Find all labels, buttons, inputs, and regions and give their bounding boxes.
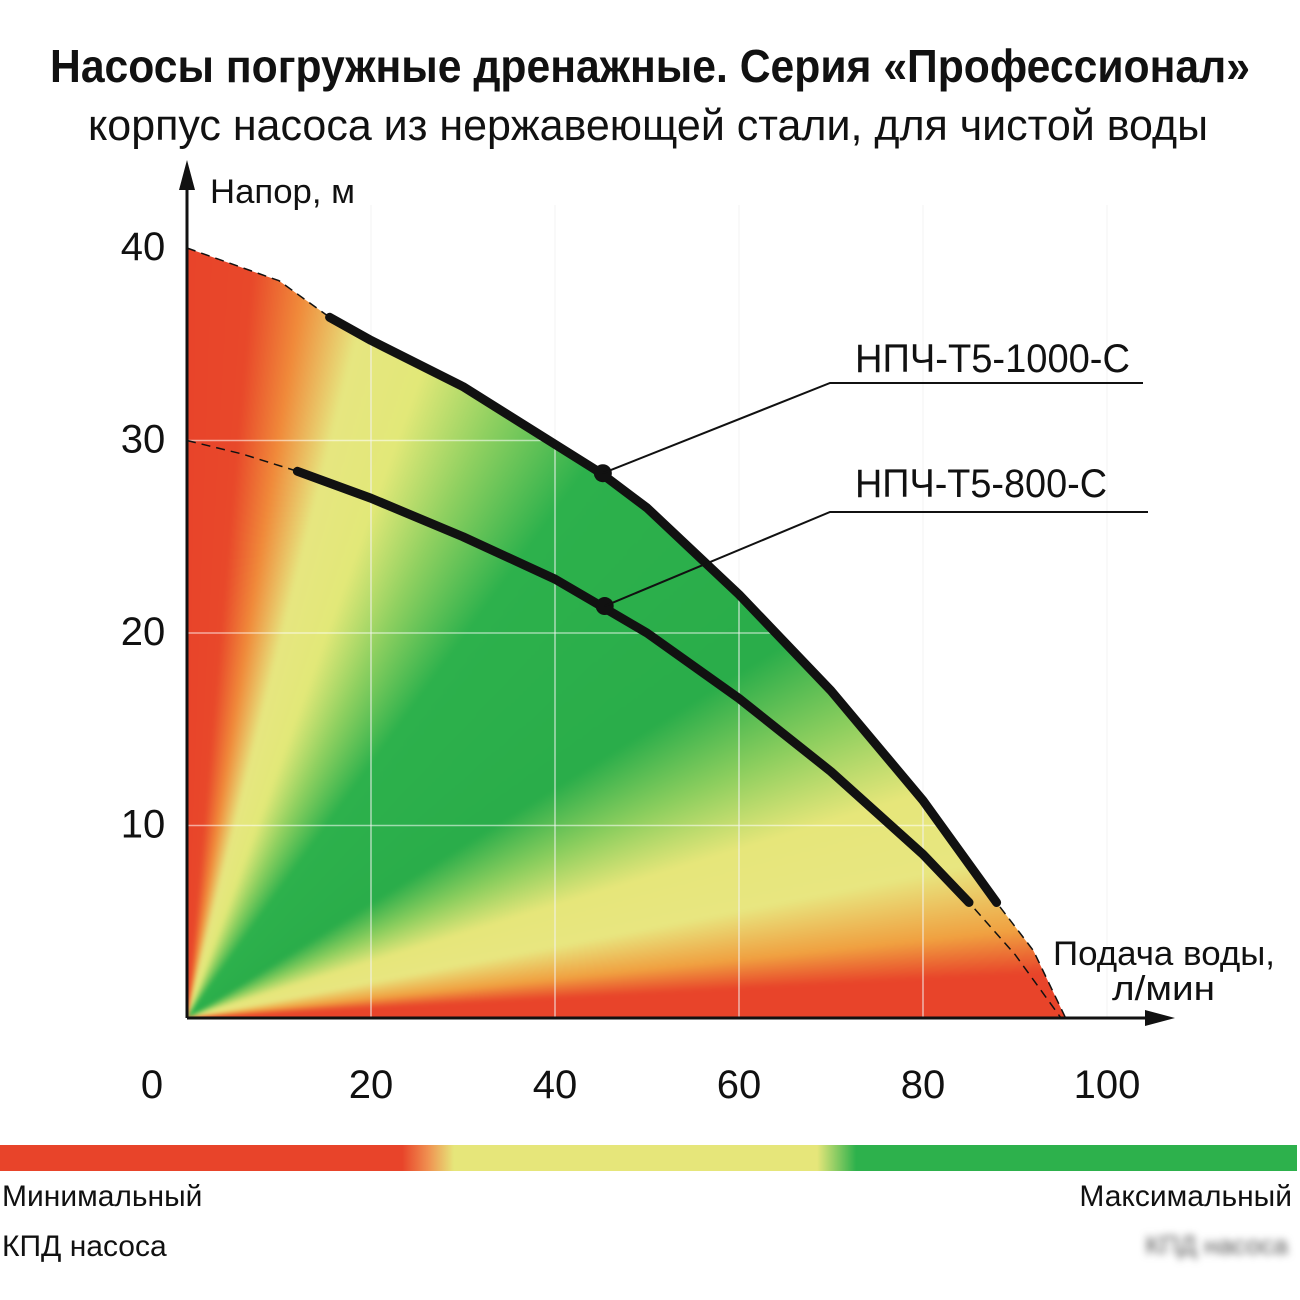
curves [186, 247, 1067, 1019]
x-tick-label: 20 [349, 1063, 394, 1107]
colorbar-max-label: Максимальный [1079, 1180, 1292, 1213]
series-dashed-extension [186, 439, 1062, 1019]
efficiency-colorbar [0, 1145, 1297, 1171]
x-tick-label: 40 [533, 1063, 578, 1107]
grid [187, 205, 1172, 1018]
series-label: НПЧ-Т5-800-С [855, 462, 1107, 506]
x-tick-label: 100 [1074, 1063, 1141, 1107]
y-tick-label: 20 [121, 610, 166, 654]
y-tick-label: 30 [121, 418, 166, 462]
series-line-800 [292, 466, 974, 907]
y-tick-label: 40 [121, 225, 166, 269]
x-tick-label: 60 [717, 1063, 762, 1107]
x-axis-label-line2: л/мин [1112, 970, 1215, 1008]
y-axis-label: Напор, м [210, 173, 355, 211]
colorbar-min-label: Минимальный [2, 1180, 203, 1213]
colorbar-min-sublabel: КПД насоса [2, 1230, 167, 1263]
series-leader-line [604, 511, 1148, 607]
x-axis-label-line1: Подача воды, [1053, 935, 1275, 973]
axes [179, 160, 1175, 1026]
series-line-1000 [325, 312, 1002, 907]
y-tick-label: 10 [121, 803, 166, 847]
chart-title: Насосы погружные дренажные. Серия «Профе… [50, 40, 1250, 92]
colorbar-max-sublabel: КПД насоса [1145, 1230, 1288, 1260]
series-labels: НПЧ-Т5-1000-С НПЧ-Т5-800-С [602, 337, 1148, 607]
y-axis-arrow-icon [179, 160, 195, 190]
series-label: НПЧ-Т5-1000-С [855, 337, 1130, 381]
tick-labels: 0 20 40 60 80 100 10 20 30 40 [121, 225, 1141, 1107]
x-axis-arrow-icon [1145, 1010, 1175, 1026]
x-tick-label: 80 [901, 1063, 946, 1107]
chart-subtitle: корпус насоса из нержавеющей стали, для … [88, 101, 1208, 150]
x-tick-label: 0 [141, 1063, 163, 1107]
series-leader-line [602, 382, 1143, 475]
